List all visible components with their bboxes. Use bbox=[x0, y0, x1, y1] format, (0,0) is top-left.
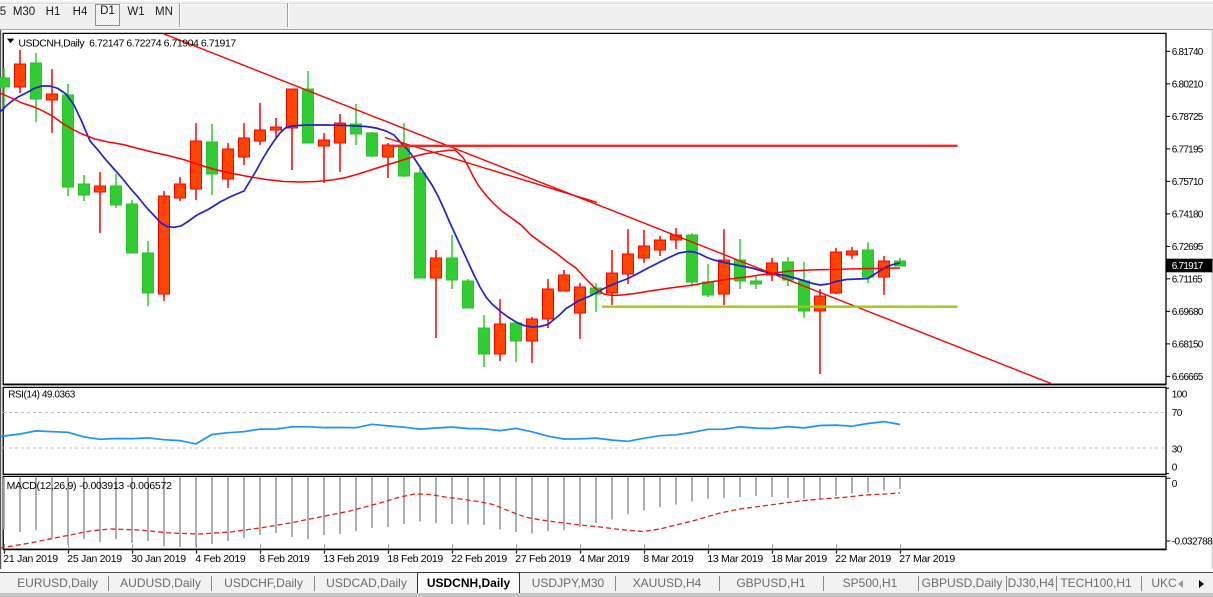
svg-text:8 Feb 2019: 8 Feb 2019 bbox=[259, 553, 310, 565]
svg-text:30 Jan 2019: 30 Jan 2019 bbox=[131, 553, 186, 565]
svg-text:6.71917: 6.71917 bbox=[1172, 261, 1204, 272]
svg-text:13 Mar 2019: 13 Mar 2019 bbox=[707, 553, 763, 565]
svg-text:6.75710: 6.75710 bbox=[1172, 177, 1204, 188]
svg-text:6.72695: 6.72695 bbox=[1172, 242, 1204, 253]
svg-text:8 Mar 2019: 8 Mar 2019 bbox=[643, 553, 694, 565]
svg-text:18 Mar 2019: 18 Mar 2019 bbox=[771, 553, 827, 565]
svg-text:MACD(12,26,9) -0.003913 -0.006: MACD(12,26,9) -0.003913 -0.006572 bbox=[7, 480, 173, 492]
svg-text:6.81740: 6.81740 bbox=[1172, 47, 1204, 58]
svg-text:21 Jan 2019: 21 Jan 2019 bbox=[3, 553, 58, 565]
svg-text:27 Feb 2019: 27 Feb 2019 bbox=[515, 553, 571, 565]
svg-text:6.77195: 6.77195 bbox=[1172, 145, 1204, 156]
svg-text:13 Feb 2019: 13 Feb 2019 bbox=[323, 553, 379, 565]
svg-text:4 Mar 2019: 4 Mar 2019 bbox=[579, 553, 630, 565]
svg-text:6.66665: 6.66665 bbox=[1172, 372, 1204, 383]
svg-text:0: 0 bbox=[1172, 463, 1178, 474]
svg-text:6.71165: 6.71165 bbox=[1172, 275, 1203, 286]
svg-text:27 Mar 2019: 27 Mar 2019 bbox=[899, 553, 955, 565]
svg-text:-0.032788: -0.032788 bbox=[1172, 537, 1213, 548]
svg-text:0: 0 bbox=[1172, 479, 1178, 490]
svg-text:USDCNH,Daily 6.72147 6.72274: USDCNH,Daily 6.72147 6.72274 6.71904 6.7… bbox=[18, 37, 236, 49]
svg-text:25 Jan 2019: 25 Jan 2019 bbox=[67, 553, 122, 565]
svg-text:100: 100 bbox=[1172, 389, 1188, 400]
svg-text:18 Feb 2019: 18 Feb 2019 bbox=[387, 553, 443, 565]
svg-text:6.80210: 6.80210 bbox=[1172, 80, 1204, 91]
svg-text:22 Feb 2019: 22 Feb 2019 bbox=[451, 553, 507, 565]
svg-text:70: 70 bbox=[1172, 408, 1183, 419]
svg-text:RSI(14) 49.0363: RSI(14) 49.0363 bbox=[8, 389, 76, 400]
svg-text:6.68150: 6.68150 bbox=[1172, 340, 1204, 351]
svg-text:6.69680: 6.69680 bbox=[1172, 307, 1204, 318]
svg-text:22 Mar 2019: 22 Mar 2019 bbox=[835, 553, 891, 565]
svg-text:4 Feb 2019: 4 Feb 2019 bbox=[195, 553, 246, 565]
svg-text:30: 30 bbox=[1172, 445, 1183, 456]
svg-text:6.74180: 6.74180 bbox=[1172, 210, 1204, 221]
svg-text:6.78725: 6.78725 bbox=[1172, 112, 1204, 123]
